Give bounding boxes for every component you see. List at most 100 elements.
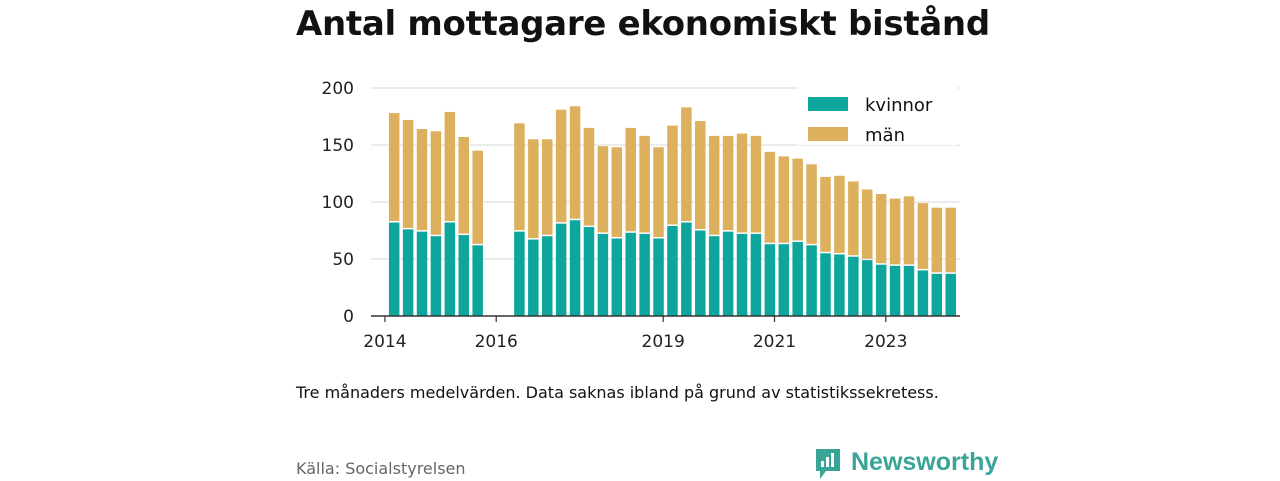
bar-man: [611, 147, 623, 237]
bar-kvinnor: [708, 236, 720, 316]
bar-kvinnor: [653, 238, 664, 316]
bar-kvinnor: [472, 245, 483, 316]
y-tick-label: 150: [322, 136, 354, 156]
y-tick-label: 200: [322, 79, 354, 99]
x-tick-label: 2014: [363, 332, 406, 352]
bar-kvinnor: [931, 273, 943, 316]
y-tick-label: 50: [332, 250, 354, 270]
bar-kvinnor: [820, 253, 831, 316]
stacked-bar-chart: 0 50 100 150 200 2014 2016 2019 2021 2023 kvinnor m…: [322, 79, 960, 352]
bar-man: [681, 107, 692, 222]
bar-kvinnor: [583, 227, 595, 316]
x-tick-label: 2016: [475, 332, 518, 352]
chart-card: Antal mottagare ekonomiskt bistånd 0 50 10…: [296, 0, 998, 481]
bar-kvinnor: [695, 230, 706, 316]
bar-man: [639, 135, 650, 233]
bar-kvinnor: [834, 254, 845, 316]
bar-man: [806, 164, 817, 244]
bar-kvinnor: [430, 236, 442, 316]
bar-kvinnor: [569, 220, 581, 316]
bar-man: [388, 113, 400, 222]
bar-kvinnor: [736, 233, 748, 316]
bar-kvinnor: [681, 222, 692, 316]
bar-kvinnor: [848, 256, 859, 316]
bar-man: [583, 127, 595, 226]
bar-kvinnor: [778, 244, 790, 316]
bar-man: [514, 123, 525, 231]
bar-kvinnor: [945, 273, 956, 316]
bar-man: [569, 106, 581, 219]
bar-man: [820, 176, 831, 252]
bar-kvinnor: [764, 244, 776, 316]
bar-man: [848, 181, 859, 256]
legend-label: män: [865, 125, 905, 146]
bar-kvinnor: [639, 233, 650, 316]
bar-kvinnor: [416, 231, 428, 316]
bar-kvinnor: [597, 233, 609, 316]
bar-kvinnor: [528, 239, 539, 316]
bar-man: [472, 150, 483, 244]
bar-kvinnor: [889, 265, 901, 316]
bar-man: [945, 207, 956, 273]
bar-kvinnor: [514, 231, 525, 316]
bar-kvinnor: [917, 270, 929, 316]
bar-kvinnor: [903, 265, 915, 316]
bar-man: [708, 135, 720, 235]
bar-chart-speech-bubble-icon: [816, 449, 840, 479]
source-credit: Källa: Socialstyrelsen: [296, 459, 466, 478]
bar-kvinnor: [875, 264, 887, 316]
bar-man: [695, 121, 706, 229]
bar-man: [528, 139, 539, 239]
bar-kvinnor: [555, 223, 567, 316]
legend-swatch-kvinnor: [808, 97, 848, 111]
bar-man: [861, 189, 873, 259]
bar-man: [653, 147, 664, 237]
legend-label: kvinnor: [865, 95, 933, 116]
bar-man: [667, 125, 678, 225]
legend-swatch-man: [808, 127, 848, 141]
bar-kvinnor: [541, 236, 553, 316]
x-tick-label: 2021: [753, 332, 796, 352]
bar-man: [722, 135, 734, 231]
bar-kvinnor: [806, 245, 817, 316]
bar-kvinnor: [625, 232, 636, 316]
y-tick-label: 0: [343, 307, 354, 327]
bar-man: [430, 131, 442, 235]
bar-kvinnor: [861, 260, 873, 316]
chart-note: Tre månaders medelvärden. Data saknas ib…: [296, 383, 939, 402]
bar-kvinnor: [458, 235, 470, 316]
bar-kvinnor: [722, 231, 734, 316]
bar-man: [889, 198, 901, 265]
bar-man: [597, 146, 609, 233]
bar-man: [625, 127, 636, 232]
bar-man: [834, 175, 845, 253]
bar-man: [875, 194, 887, 264]
brand-logo: Newsworthy: [814, 447, 998, 481]
bar-kvinnor: [792, 241, 803, 316]
bar-man: [458, 137, 470, 234]
bar-man: [444, 111, 456, 222]
bar-man: [541, 139, 553, 235]
bar-man: [917, 203, 929, 269]
bar-kvinnor: [611, 238, 623, 316]
bar-kvinnor: [667, 225, 678, 316]
bar-man: [750, 135, 762, 233]
y-tick-label: 100: [322, 193, 354, 213]
bar-kvinnor: [402, 229, 414, 316]
bar-man: [778, 156, 790, 243]
bar-kvinnor: [750, 233, 762, 316]
chart-title: Antal mottagare ekonomiskt bistånd: [296, 4, 990, 44]
bar-man: [555, 109, 567, 223]
brand-name: Newsworthy: [851, 448, 999, 476]
bar-man: [736, 133, 748, 233]
bar-kvinnor: [444, 222, 456, 316]
bar-man: [792, 158, 803, 241]
bar-man: [416, 129, 428, 231]
bar-man: [402, 119, 414, 228]
x-tick-label: 2019: [642, 332, 685, 352]
bar-man: [903, 196, 915, 265]
x-tick-label: 2023: [864, 332, 907, 352]
bar-man: [931, 207, 943, 273]
bar-kvinnor: [388, 222, 400, 316]
bar-man: [764, 151, 776, 243]
